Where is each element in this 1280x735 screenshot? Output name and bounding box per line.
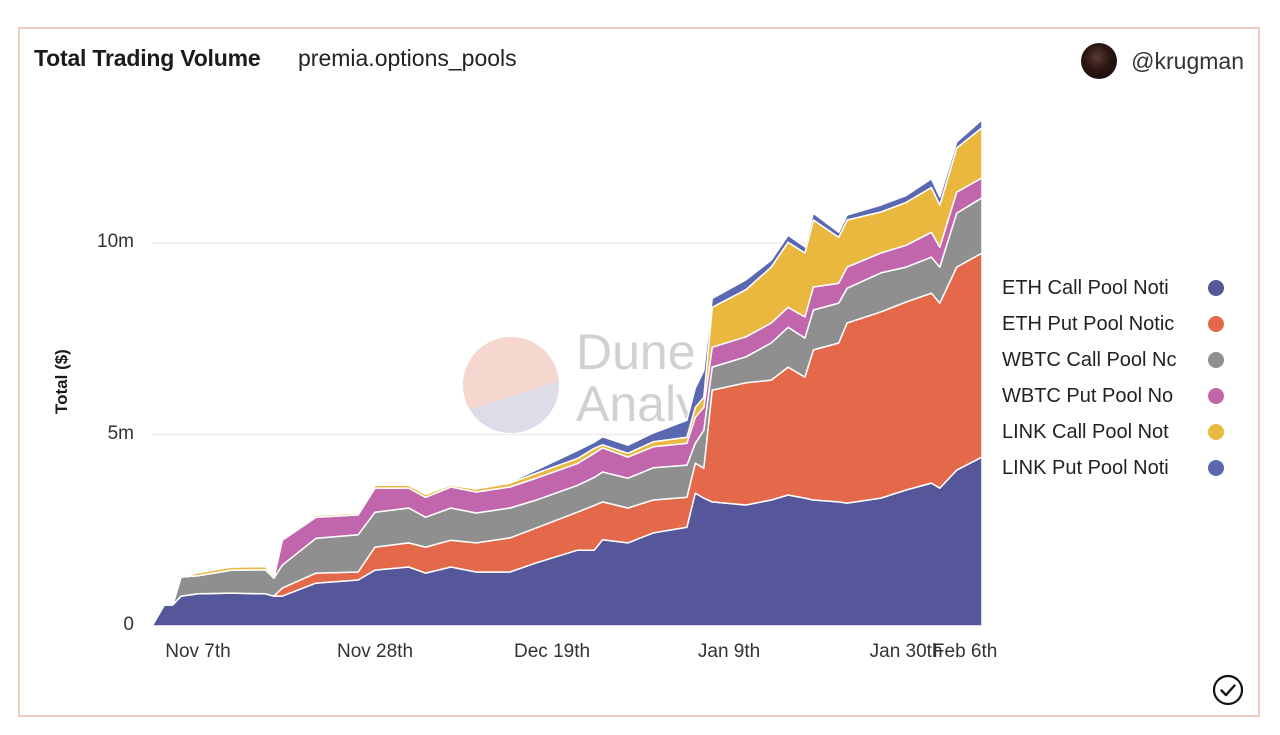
legend-item[interactable]: LINK Put Pool Noti — [1002, 450, 1224, 486]
legend-item[interactable]: WBTC Call Pool Nc — [1002, 342, 1224, 378]
x-tick-label: Jan 9th — [697, 641, 761, 662]
area-series-5[interactable] — [151, 118, 983, 627]
y-tick-label: 5m — [107, 422, 134, 444]
legend-swatch — [1208, 388, 1224, 404]
x-tick-label: Nov 28th — [336, 641, 414, 662]
y-tick-label: 10m — [97, 231, 134, 252]
legend-swatch — [1208, 352, 1224, 368]
avatar[interactable] — [1081, 43, 1118, 79]
legend-swatch — [1208, 316, 1224, 332]
legend-item[interactable]: ETH Call Pool Noti — [1002, 270, 1224, 306]
legend-label: WBTC Put Pool No — [1002, 384, 1174, 407]
y-tick-label: 0 — [123, 614, 134, 635]
legend-item[interactable]: WBTC Put Pool No — [1002, 378, 1224, 414]
legend-swatch — [1208, 460, 1224, 476]
legend-label: LINK Call Pool Not — [1002, 420, 1169, 443]
legend-label: WBTC Call Pool Nc — [1002, 348, 1177, 371]
x-tick-label: Feb 6th — [932, 641, 998, 662]
username[interactable]: @krugman — [1131, 47, 1244, 74]
author[interactable]: @krugman — [1081, 43, 1244, 79]
legend: ETH Call Pool Noti ETH Put Pool Notic WBTC… — [1002, 270, 1224, 486]
x-tick-label: Dec 19th — [514, 641, 591, 662]
chart-title: Total Trading Volume — [34, 45, 261, 71]
watermark-line1: Dune — [576, 324, 696, 380]
legend-label: ETH Put Pool Notic — [1002, 312, 1175, 335]
dune-logo-watermark — [462, 336, 560, 439]
legend-label: ETH Call Pool Noti — [1002, 276, 1169, 299]
legend-item[interactable]: ETH Put Pool Notic — [1002, 306, 1224, 342]
x-tick-label: Nov 7th — [165, 641, 231, 662]
legend-item[interactable]: LINK Call Pool Not — [1002, 414, 1224, 450]
query-name[interactable]: premia.options_pools — [298, 45, 517, 71]
legend-swatch — [1208, 280, 1224, 296]
x-tick-label: Jan 30th — [869, 641, 943, 662]
check-circle-icon[interactable] — [1212, 674, 1244, 706]
legend-label: LINK Put Pool Noti — [1002, 456, 1169, 479]
legend-swatch — [1208, 424, 1224, 440]
